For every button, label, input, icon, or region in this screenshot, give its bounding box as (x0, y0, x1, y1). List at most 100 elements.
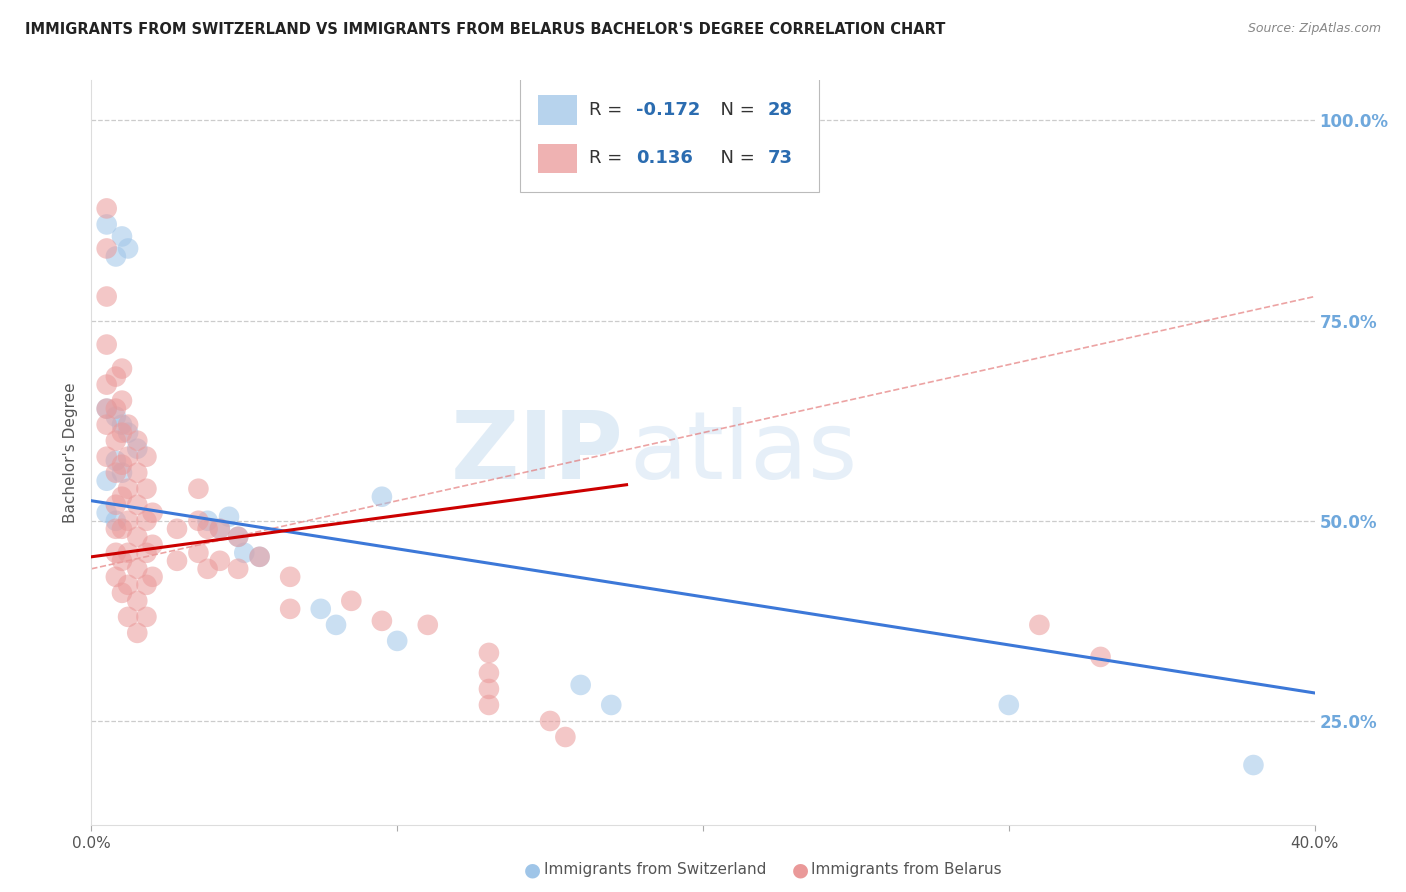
Point (208, 522, 231, 536)
Point (111, 361, 134, 376)
Point (249, 549, 271, 564)
Point (166, 554, 188, 568)
Point (135, 450, 157, 464)
Text: 73: 73 (768, 150, 793, 168)
Point (141, 506, 163, 520)
Point (96, 401, 118, 416)
Point (111, 393, 134, 408)
Point (111, 554, 134, 568)
Point (96, 506, 118, 520)
Point (197, 514, 219, 528)
Point (135, 610, 157, 624)
Point (104, 369, 127, 384)
Point (96, 377, 118, 392)
Point (325, 618, 347, 632)
Point (478, 698, 501, 712)
Point (104, 498, 127, 512)
Point (226, 530, 249, 544)
Point (1028, 618, 1050, 632)
Point (117, 514, 139, 528)
Point (141, 570, 163, 584)
Point (340, 594, 363, 608)
Point (226, 562, 249, 576)
Point (197, 562, 219, 576)
Point (569, 678, 592, 692)
Point (96, 401, 118, 416)
Point (127, 466, 149, 480)
Text: R =: R = (589, 150, 628, 168)
Point (478, 665, 501, 680)
Text: Immigrants from Belarus: Immigrants from Belarus (811, 863, 1002, 877)
Point (554, 730, 576, 744)
Point (111, 586, 134, 600)
Point (187, 482, 209, 496)
Point (218, 509, 240, 524)
Point (111, 490, 134, 504)
Point (96, 202, 118, 216)
Point (104, 522, 127, 536)
Point (478, 646, 501, 660)
Point (141, 538, 163, 552)
Point (127, 442, 149, 456)
Point (127, 562, 149, 576)
Point (96, 218, 118, 232)
Point (104, 250, 127, 264)
Point (104, 453, 127, 467)
Text: Source: ZipAtlas.com: Source: ZipAtlas.com (1247, 22, 1381, 36)
Point (117, 482, 139, 496)
Point (117, 242, 139, 256)
Text: 0.136: 0.136 (636, 150, 693, 168)
Point (135, 514, 157, 528)
Point (416, 618, 439, 632)
Point (117, 450, 139, 464)
Y-axis label: Bachelor's Degree: Bachelor's Degree (63, 383, 79, 523)
Point (96, 450, 118, 464)
Point (187, 514, 209, 528)
Point (127, 434, 149, 448)
Text: ZIP: ZIP (450, 407, 623, 499)
Point (104, 434, 127, 448)
Point (127, 594, 149, 608)
Text: atlas: atlas (630, 407, 858, 499)
Text: ●: ● (524, 860, 541, 880)
Point (111, 425, 134, 440)
Text: -0.172: -0.172 (636, 101, 700, 119)
Bar (538, 144, 576, 173)
Point (127, 498, 149, 512)
Point (96, 289, 118, 303)
Point (117, 578, 139, 592)
Point (1090, 649, 1112, 664)
Point (135, 482, 157, 496)
Point (96, 337, 118, 351)
Point (111, 466, 134, 480)
Point (233, 546, 256, 560)
Point (127, 530, 149, 544)
Point (117, 610, 139, 624)
Point (117, 417, 139, 432)
Point (104, 514, 127, 528)
Text: N =: N = (709, 150, 761, 168)
Point (309, 602, 332, 616)
Point (104, 466, 127, 480)
Point (371, 614, 394, 628)
Point (111, 417, 134, 432)
Point (278, 602, 301, 616)
Point (135, 578, 157, 592)
Point (96, 417, 118, 432)
Point (187, 546, 209, 560)
Point (538, 714, 561, 728)
Point (1243, 758, 1265, 772)
Point (117, 425, 139, 440)
Point (104, 570, 127, 584)
Point (104, 401, 127, 416)
Point (278, 570, 301, 584)
FancyBboxPatch shape (520, 77, 820, 192)
Point (998, 698, 1021, 712)
Point (111, 458, 134, 472)
Point (166, 522, 188, 536)
Text: ●: ● (792, 860, 808, 880)
Point (127, 626, 149, 640)
Text: N =: N = (709, 101, 761, 119)
Point (96, 474, 118, 488)
Point (197, 522, 219, 536)
